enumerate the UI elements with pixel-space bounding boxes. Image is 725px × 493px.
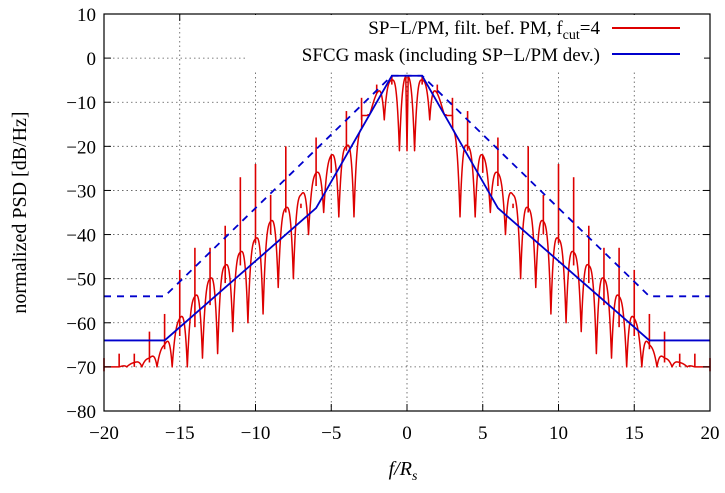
x-axis-label: f/Rs	[389, 458, 418, 484]
grid	[104, 14, 710, 411]
y-tick-label: 10	[77, 5, 96, 26]
y-tick-label: −60	[66, 314, 96, 335]
x-tick-label: 20	[701, 423, 720, 444]
y-tick-label: −30	[66, 181, 96, 202]
series-red-curve	[103, 75, 711, 368]
legend-label-red-sub: cut	[563, 28, 580, 43]
y-tick-label: −10	[66, 93, 96, 114]
series-blue-mask-dashed	[104, 74, 710, 298]
legend-label-red-tail: =4	[580, 18, 601, 39]
legend-background	[248, 15, 704, 71]
x-axis-label-sub: s	[412, 469, 418, 484]
x-tick-label: −15	[165, 423, 195, 444]
x-tick-label: −20	[89, 423, 119, 444]
legend-label-red: SP−L/PM, filt. bef. PM, fcut=4	[368, 18, 600, 43]
y-tick-label: −70	[66, 358, 96, 379]
x-tick-label: 10	[549, 423, 568, 444]
x-tick-label: 0	[402, 423, 412, 444]
ticks: −20 −15 −10 −5 0 5 10 15 20−80−70−60−50−40−30−20…	[66, 5, 719, 444]
y-tick-label: −40	[66, 226, 96, 247]
legend-label-blue: SFCG mask (including SP−L/PM dev.)	[302, 45, 600, 66]
x-tick-label: 5	[478, 423, 488, 444]
y-tick-label: 0	[87, 49, 97, 70]
series-blue-layer	[104, 74, 710, 342]
x-axis-label-main: f/R	[389, 458, 412, 480]
legend-label-red-main: SP−L/PM, filt. bef. PM, f	[368, 18, 563, 39]
x-tick-label: −10	[241, 423, 271, 444]
y-tick-label: −80	[66, 402, 96, 423]
x-tick-label: −5	[321, 423, 341, 444]
y-axis-label: normalized PSD [dB/Hz]	[9, 111, 31, 313]
legend: SP−L/PM, filt. bef. PM, fcut=4 SFCG mask…	[248, 15, 704, 71]
series-red-layer	[103, 75, 711, 372]
y-tick-label: −20	[66, 137, 96, 158]
x-tick-label: 15	[625, 423, 644, 444]
y-tick-label: −50	[66, 270, 96, 291]
